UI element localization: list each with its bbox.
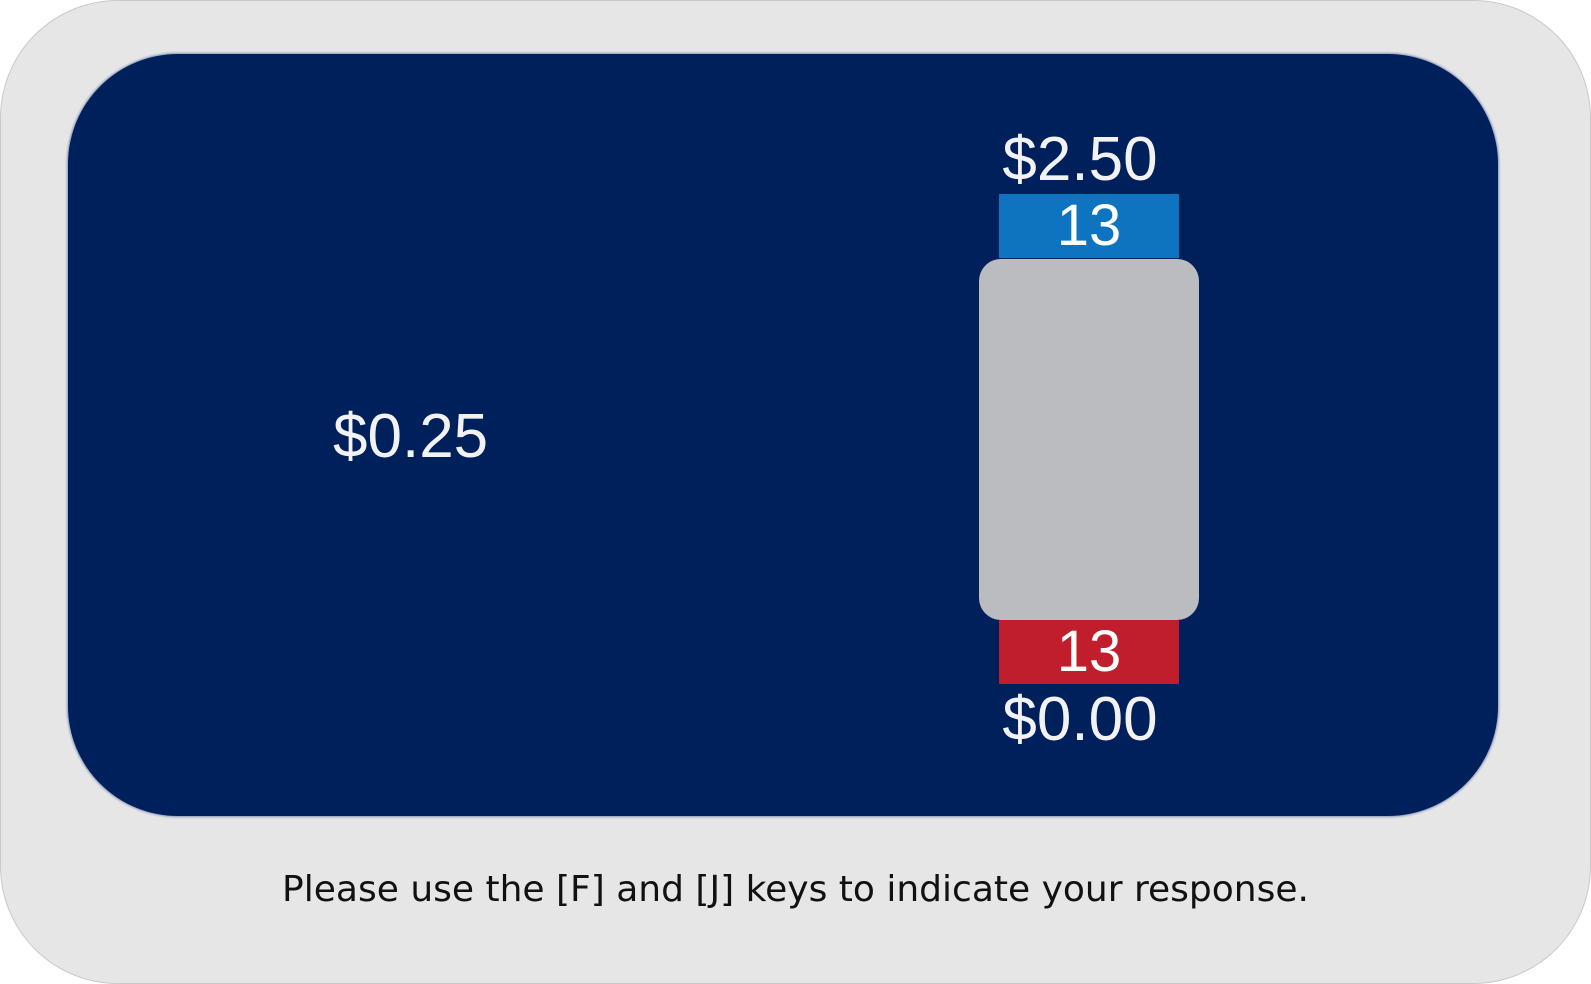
lottery-lose-count: 13 — [999, 620, 1179, 684]
lottery-lose-amount: $0.00 — [1002, 685, 1158, 754]
lottery-win-count: 13 — [999, 194, 1179, 258]
lottery-ambiguity-box — [979, 259, 1199, 620]
sure-option-amount: $0.25 — [333, 402, 489, 471]
task-screen — [68, 54, 1498, 816]
lottery-win-amount: $2.50 — [1002, 125, 1158, 194]
response-instruction: Please use the [F] and [J] keys to indic… — [282, 869, 1309, 910]
